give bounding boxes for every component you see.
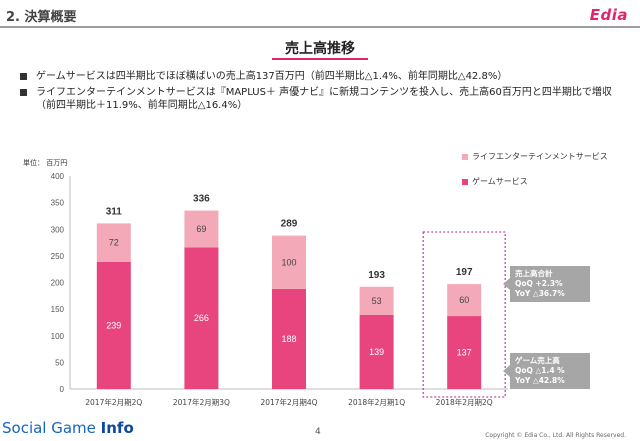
y-tick-label: 350	[51, 199, 65, 208]
callout-game-qoq: QoQ △1.4 %	[515, 366, 565, 375]
x-tick-label: 2017年2月期2Q	[85, 397, 142, 407]
data-label-total: 193	[368, 270, 385, 281]
y-tick-label: 0	[60, 385, 65, 394]
data-label-life: 60	[459, 295, 469, 305]
highlight-box	[422, 231, 506, 398]
bullet-square-icon	[20, 73, 27, 80]
y-tick-label: 100	[51, 332, 65, 341]
x-tick-label: 2017年2月期3Q	[173, 397, 230, 407]
callout-total-qoq: QoQ +2.3%	[515, 279, 563, 288]
bar-life-entertainment	[359, 286, 394, 315]
header-divider	[0, 26, 640, 28]
legend-swatch-life	[462, 153, 468, 160]
y-tick-label: 200	[51, 279, 65, 288]
bar-game-service	[359, 314, 394, 389]
bar-game-service	[184, 247, 219, 389]
legend-label-game: ゲームサービス	[472, 177, 528, 186]
chart-legend: ライフエンターテインメントサービス ゲームサービス	[462, 151, 608, 201]
data-label-total: 197	[456, 267, 473, 278]
legend-item-life: ライフエンターテインメントサービス	[462, 151, 608, 162]
slide-title: 売上高推移	[285, 41, 355, 57]
data-label-total: 311	[106, 206, 123, 217]
callout-game-title: ゲーム売上高	[515, 356, 560, 365]
callout-total-title: 売上高合計	[515, 269, 553, 278]
y-tick-label: 300	[51, 225, 65, 234]
x-tick-label: 2018年2月期1Q	[348, 397, 405, 407]
bullet-text: ゲームサービスは四半期比でほぼ横ばいの売上高137百万円（前四半期比△1.4%、…	[36, 71, 508, 82]
slide-title-underline	[272, 58, 368, 60]
footer-brand: Social Game Info	[2, 419, 134, 437]
bullet-list: ゲームサービスは四半期比でほぼ横ばいの売上高137百万円（前四半期比△1.4%、…	[20, 70, 630, 115]
copyright-text: Copyright © Edia Co., Ltd. All Rights Re…	[485, 432, 626, 439]
bar-game-service	[272, 288, 306, 389]
x-tick-label: 2017年2月期4Q	[260, 397, 317, 407]
bar-game-service	[447, 316, 482, 389]
data-label-life: 100	[281, 257, 296, 267]
legend-item-game: ゲームサービス	[462, 176, 608, 187]
data-label-life: 69	[196, 224, 206, 234]
data-label-game: 137	[457, 348, 472, 358]
footer-brand-suffix: Info	[100, 419, 134, 437]
data-label-game: 266	[194, 313, 209, 323]
callout-total: 売上高合計 QoQ +2.3% YoY △36.7%	[503, 266, 590, 302]
callout-total-yoy: YoY △36.7%	[515, 289, 565, 298]
callout-arrow-icon	[503, 365, 510, 377]
page-number: 4	[315, 427, 321, 437]
bar-life-entertainment	[447, 284, 482, 317]
bar-life-entertainment	[96, 223, 131, 262]
section-title: 2. 決算概要	[6, 10, 77, 25]
company-logo: Edia	[589, 6, 628, 24]
legend-swatch-game	[462, 178, 468, 185]
unit-label: 単位： 百万円	[23, 159, 68, 167]
footer-brand-prefix: Social Game	[2, 419, 101, 437]
header-bar: 2. 決算概要 Edia	[0, 0, 640, 28]
bar-life-entertainment	[272, 235, 306, 289]
data-label-life: 72	[109, 238, 119, 248]
callout-arrow-icon	[503, 278, 510, 290]
bullet-item: ライフエンターテインメントサービスは『MAPLUS＋ 声優ナビ』に新規コンテンツ…	[20, 86, 630, 112]
bullet-item: ゲームサービスは四半期比でほぼ横ばいの売上高137百万円（前四半期比△1.4%、…	[20, 70, 630, 83]
y-tick-label: 400	[51, 172, 65, 181]
bar-game-service	[96, 261, 131, 389]
bullet-text: ライフエンターテインメントサービスは『MAPLUS＋ 声優ナビ』に新規コンテンツ…	[36, 87, 612, 111]
data-label-game: 188	[281, 334, 296, 344]
y-tick-label: 150	[51, 305, 65, 314]
legend-label-life: ライフエンターテインメントサービス	[472, 152, 608, 161]
data-label-game: 239	[106, 320, 121, 330]
callout-game: ゲーム売上高 QoQ △1.4 % YoY △42.8%	[503, 353, 590, 389]
data-label-life: 53	[372, 296, 382, 306]
y-tick-label: 250	[51, 252, 65, 261]
bar-life-entertainment	[184, 210, 219, 248]
x-tick-label: 2018年2月期2Q	[436, 397, 493, 407]
data-label-game: 139	[369, 347, 384, 357]
bullet-square-icon	[20, 89, 27, 96]
data-label-total: 336	[193, 194, 210, 205]
y-tick-label: 50	[55, 358, 64, 367]
callout-game-yoy: YoY △42.8%	[515, 376, 565, 385]
data-label-total: 289	[281, 219, 298, 230]
